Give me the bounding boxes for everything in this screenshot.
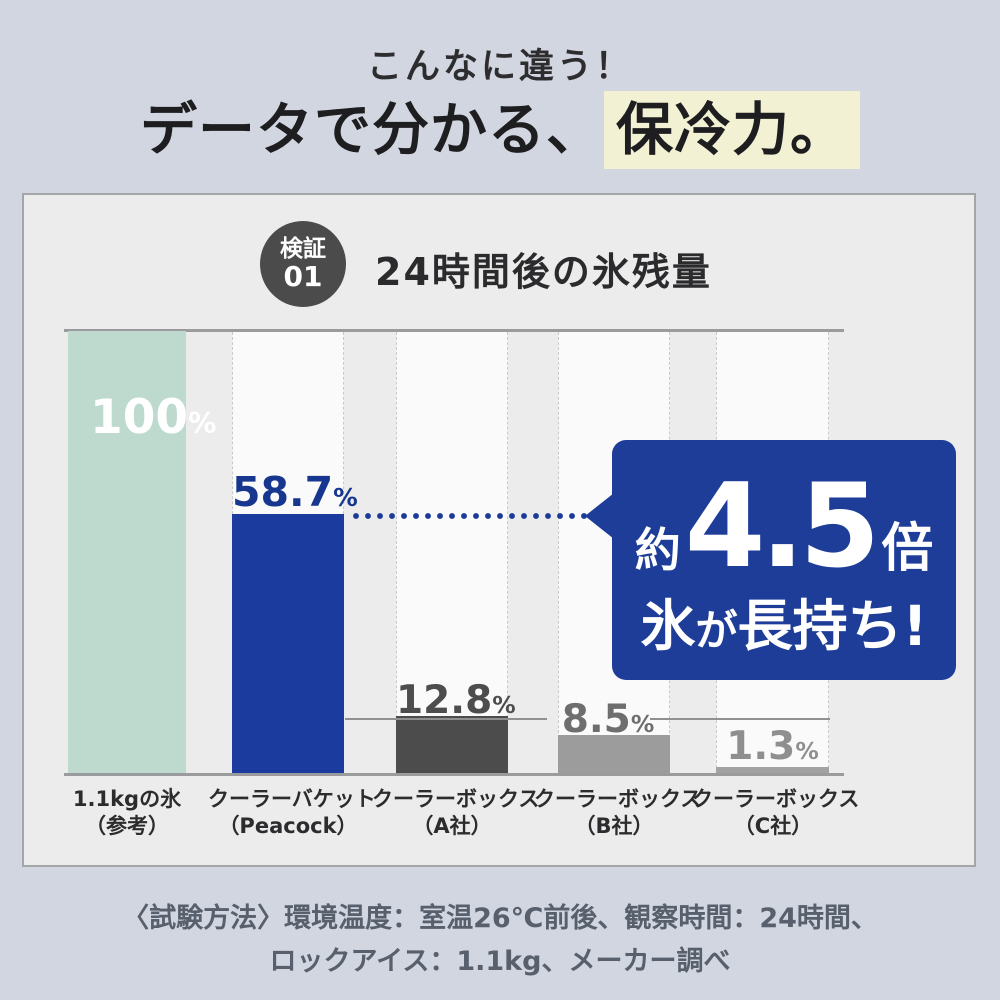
bar-company-b [558, 735, 670, 773]
bar-company-c [716, 767, 829, 773]
category-label-company-b: クーラーボックス （B社） [534, 787, 702, 838]
axis-top-line [64, 329, 844, 332]
category-label-peacock: クーラーバケット （Peacock） [208, 787, 376, 838]
value-label-58-7: 58.7% [232, 468, 358, 516]
footnote-line2: ロックアイス：1.1kg、メーカー調べ [269, 946, 731, 977]
bar-peacock [232, 514, 344, 773]
value-label-1-3: 1.3% [726, 724, 819, 769]
bar-company-a [396, 716, 508, 773]
headline-highlight-box: 保冷力。 [604, 91, 860, 169]
value-label-12-8: 12.8% [396, 678, 516, 723]
verification-badge: 検証 01 [260, 221, 346, 307]
bar-reference-ice [68, 331, 186, 773]
reference-line-right [650, 718, 830, 720]
footnote-line1: 〈試験方法〉環境温度：室温26℃前後、観察時間：24時間、 [122, 903, 878, 934]
badge-label: 検証 [280, 236, 326, 262]
headline-title-prefix: データで分かる、 [140, 97, 604, 163]
category-label-reference-ice: 1.1kgの氷 （参考） [72, 787, 182, 838]
footnote: 〈試験方法〉環境温度：室温26℃前後、観察時間：24時間、 ロックアイス：1.1… [0, 897, 1000, 983]
plot-area [0, 331, 1000, 773]
badge-number: 01 [283, 260, 323, 293]
connector-dotted-line [350, 512, 588, 520]
category-label-company-a: クーラーボックス （A社） [372, 787, 540, 838]
value-label-8-5: 8.5% [561, 697, 655, 742]
category-label-company-c: クーラーボックス （C社） [692, 787, 860, 838]
reference-line-left [345, 718, 547, 720]
bubble-tail [585, 493, 614, 539]
headline-subtitle: こんなに違う！ [366, 47, 633, 87]
bubble-line2: 氷が長持ち! [640, 593, 928, 658]
axis-base-line [64, 773, 844, 776]
chart-title: 24時間後の氷残量 [375, 250, 712, 294]
annotation-bubble: 約 4.5 倍 氷が長持ち! [585, 440, 956, 680]
bar-track-company-a [396, 332, 508, 773]
bubble-line1: 約 4.5 倍 [634, 458, 934, 594]
headline-title: データで分かる、 保冷力。 [0, 90, 1000, 170]
value-label-100: 100% [90, 390, 217, 445]
